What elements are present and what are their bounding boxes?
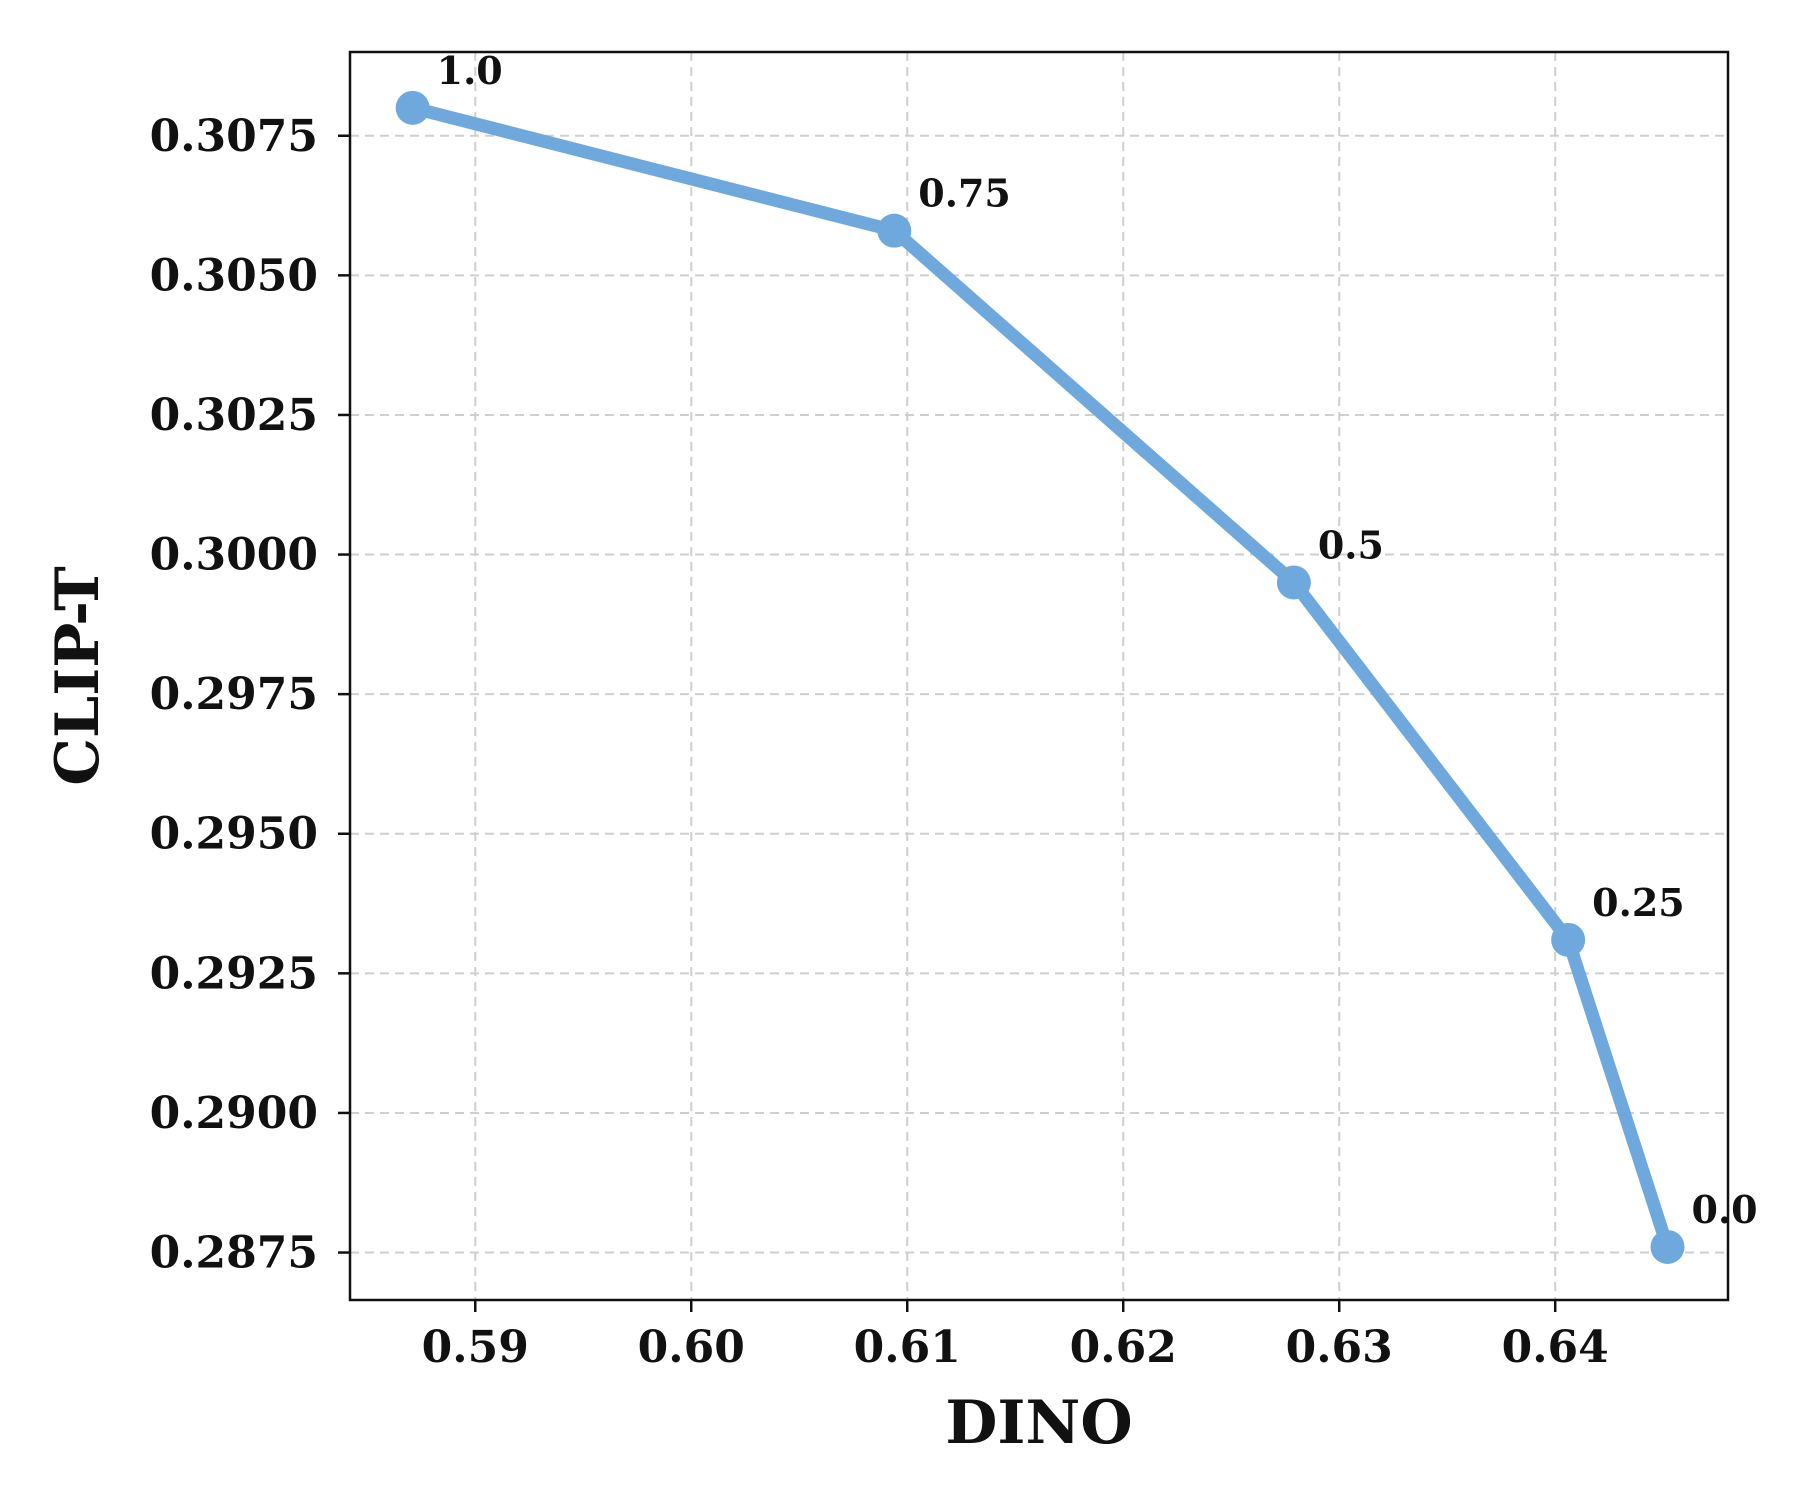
series-line xyxy=(406,101,1674,1254)
y-tick-label: 0.2975 xyxy=(150,669,318,720)
plot-frame xyxy=(348,50,1730,1302)
y-tick-label: 0.3050 xyxy=(150,250,318,301)
data-point-label: 0.0 xyxy=(1692,1187,1758,1232)
data-point-label: 0.75 xyxy=(918,171,1011,216)
y-tick-label: 0.2900 xyxy=(150,1088,318,1139)
x-tick-label: 0.61 xyxy=(854,1322,961,1373)
grid xyxy=(350,52,1728,1300)
data-point-label: 0.25 xyxy=(1592,880,1685,925)
data-point xyxy=(877,213,912,248)
data-point xyxy=(1650,1229,1685,1264)
series-layer: 1.0 0.75 0.5 0.25 0.0 xyxy=(395,48,1758,1264)
y-tick-label: 0.2950 xyxy=(150,809,318,860)
y-tick-label: 0.2925 xyxy=(150,948,318,999)
data-point xyxy=(1551,922,1586,957)
y-tick-label: 0.2875 xyxy=(150,1228,318,1279)
x-tick-label: 0.63 xyxy=(1286,1322,1393,1373)
x-tick-label: 0.60 xyxy=(638,1322,745,1373)
x-tick-label: 0.59 xyxy=(422,1322,529,1373)
y-tick-label: 0.3000 xyxy=(150,530,318,581)
x-tick-label: 0.62 xyxy=(1070,1322,1177,1373)
data-point xyxy=(395,90,430,125)
data-point-label: 0.5 xyxy=(1318,522,1384,567)
x-tick-label: 0.64 xyxy=(1502,1322,1609,1373)
y-axis-title: CLIP-T xyxy=(43,566,113,786)
y-tick-label: 0.3075 xyxy=(150,111,318,162)
axis-ticks: 0.59 0.60 0.61 0.62 0.63 0.64 0.2875 0.2900 0.29… xyxy=(150,111,1609,1373)
y-tick-label: 0.3025 xyxy=(150,390,318,441)
data-point-label: 1.0 xyxy=(437,48,503,93)
x-axis-title: DINO xyxy=(945,1388,1132,1458)
data-point xyxy=(1276,565,1311,600)
